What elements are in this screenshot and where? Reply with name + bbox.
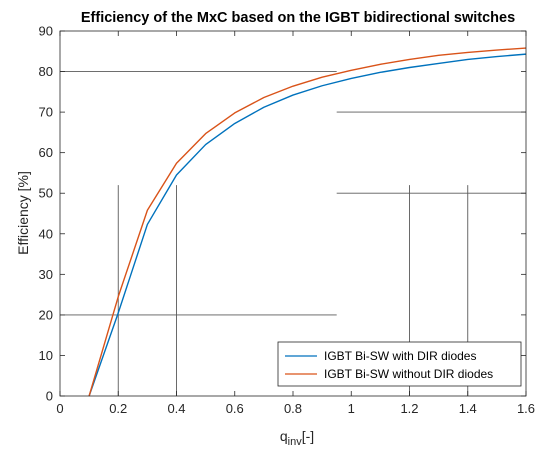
x-axis-label-suffix: [-] <box>302 428 314 444</box>
x-tick-label-1: 0.2 <box>109 401 127 416</box>
x-tick-label-3: 0.6 <box>226 401 244 416</box>
chart-title: Efficiency of the MxC based on the IGBT … <box>81 10 515 26</box>
legend: IGBT Bi-SW with DIR diodes IGBT Bi-SW wi… <box>277 341 522 387</box>
y-tick-label-2: 20 <box>39 307 53 322</box>
y-tick-label-5: 50 <box>39 186 53 201</box>
legend-box <box>277 341 522 387</box>
y-tick-label-3: 30 <box>39 267 53 282</box>
x-axis-label-main: q <box>280 428 288 444</box>
y-tick-label-7: 70 <box>39 105 53 120</box>
x-tick-label-8: 1.6 <box>517 401 535 416</box>
legend-label-without-dir: IGBT Bi-SW without DIR diodes <box>324 367 493 381</box>
y-tick-label-6: 60 <box>39 145 53 160</box>
series-lines <box>88 47 527 397</box>
y-tick-label-8: 80 <box>39 64 53 79</box>
x-axis-label-subscript: inv <box>288 436 303 448</box>
x-tick-label-2: 0.4 <box>167 401 185 416</box>
x-tick-label-0: 0 <box>56 401 63 416</box>
y-axis-label: Efficiency [%] <box>15 171 31 255</box>
x-tick-label-5: 1 <box>348 401 355 416</box>
x-tick-label-7: 1.4 <box>459 401 477 416</box>
y-tick-label-9: 90 <box>39 24 53 39</box>
y-tick-label-4: 40 <box>39 226 53 241</box>
x-tick-label-4: 0.8 <box>284 401 302 416</box>
series-line-1 <box>88 47 527 397</box>
series-line-0 <box>88 53 527 397</box>
y-tick-label-1: 10 <box>39 348 53 363</box>
legend-label-with-dir: IGBT Bi-SW with DIR diodes <box>324 349 476 363</box>
x-axis-label: qinv[-] <box>280 428 314 448</box>
y-tick-label-0: 0 <box>46 389 53 404</box>
ticks: 0 0.2 0.4 0.6 0.8 1 1.2 1.4 1.6 0 10 20 30 40 50 60 70 80… <box>39 24 536 417</box>
x-tick-label-6: 1.2 <box>400 401 418 416</box>
